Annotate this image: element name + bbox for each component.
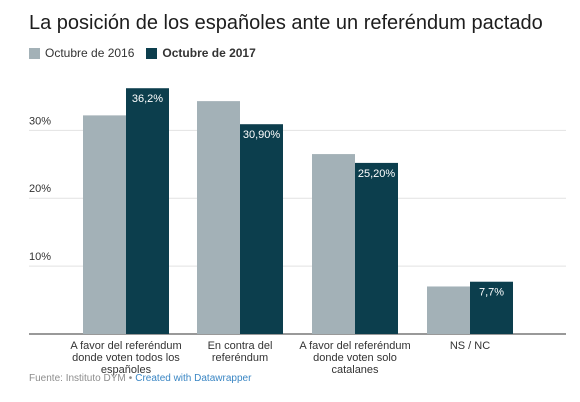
bar-2016 xyxy=(83,115,126,335)
bar-2016 xyxy=(427,286,470,334)
legend-label-2016: Octubre de 2016 xyxy=(45,46,135,60)
x-category-label: En contra del xyxy=(208,340,273,352)
x-category-label: donde voten solo xyxy=(313,352,397,364)
x-category-label: donde voten todos los xyxy=(72,352,180,364)
x-category-label: españoles xyxy=(101,364,152,376)
bar-value-label: 7,7% xyxy=(479,287,504,299)
legend-swatch-2017 xyxy=(146,47,158,59)
chart-legend: Octubre de 2016 Octubre de 2017 xyxy=(29,46,268,60)
x-category-label: A favor del referéndum xyxy=(299,340,410,352)
legend-swatch-2016 xyxy=(29,47,40,59)
chart-footer: Fuente: Instituto DYM • Created with Dataw… xyxy=(29,373,251,384)
bar-2016 xyxy=(197,101,240,334)
legend-label-2017: Octubre de 2017 xyxy=(162,46,256,60)
bar-2017 xyxy=(126,88,169,334)
datawrapper-credit-link[interactable]: Created with Datawrapper xyxy=(135,373,252,384)
legend-item-2016: Octubre de 2016 xyxy=(29,46,134,60)
bar-2017 xyxy=(355,162,398,334)
bar-2017 xyxy=(240,124,283,334)
bar-2017 xyxy=(470,281,513,334)
legend-item-2017: Octubre de 2017 xyxy=(146,46,256,60)
bar-2016 xyxy=(312,154,355,334)
x-category-label: NS / NC xyxy=(450,340,490,352)
source-note: Fuente: Instituto DYM xyxy=(29,373,126,384)
bar-value-label: 36,2% xyxy=(132,93,163,105)
bar-value-label: 25,20% xyxy=(358,168,396,180)
x-category-label: A favor del referéndum xyxy=(70,340,181,352)
y-tick-label: 30% xyxy=(29,115,51,127)
bar-value-label: 30,90% xyxy=(243,129,281,141)
chart-title: La posición de los españoles ante un ref… xyxy=(29,12,543,34)
x-category-label: referéndum xyxy=(212,352,268,364)
x-category-label: catalanes xyxy=(331,364,379,376)
y-tick-label: 20% xyxy=(29,183,51,195)
y-tick-label: 10% xyxy=(29,251,51,263)
footer-separator: • xyxy=(128,373,133,384)
